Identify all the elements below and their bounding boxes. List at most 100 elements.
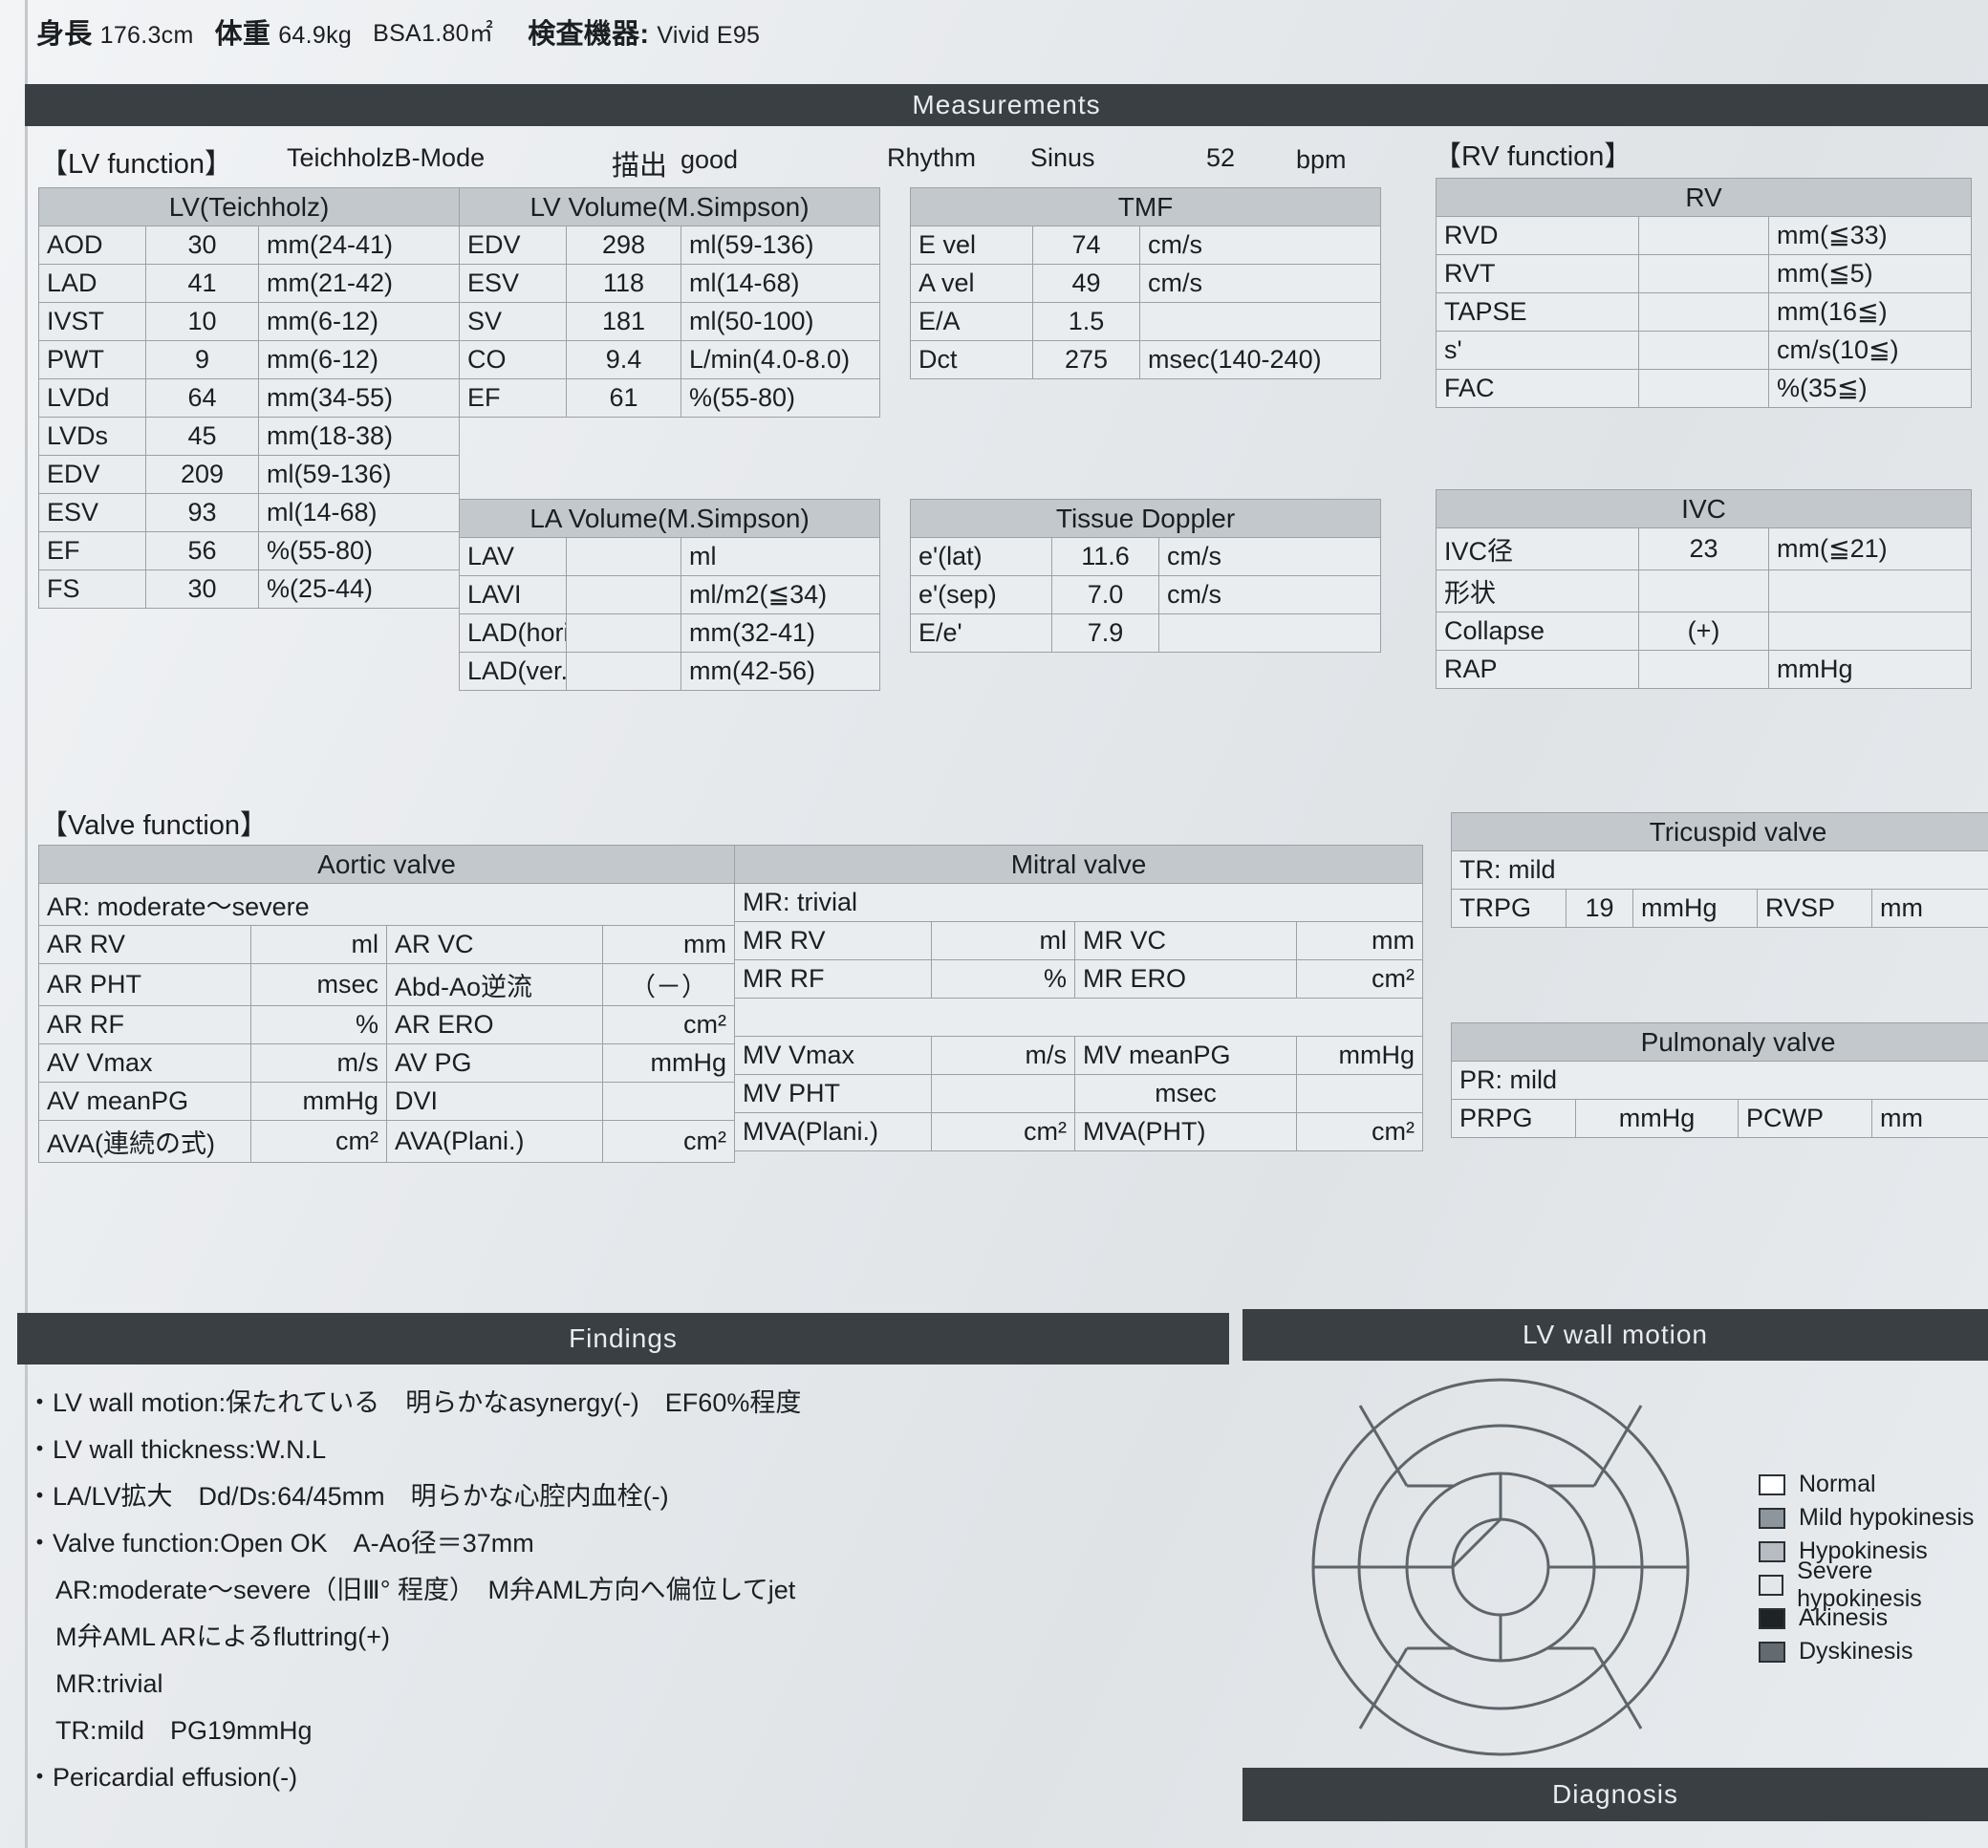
- ivc-header: IVC: [1435, 489, 1973, 528]
- row-label: Collapse: [1436, 612, 1639, 651]
- findings-line: M弁AML ARによるfluttring(+): [55, 1622, 391, 1651]
- row-value: 7.9: [1051, 613, 1159, 653]
- weight-label: 体重: [214, 19, 271, 50]
- row-unit: ml(14-68): [257, 493, 461, 532]
- table-cell: mmHg: [1295, 1036, 1424, 1075]
- legend-label: Mild hypokinesis: [1799, 1504, 1975, 1531]
- table-cell: MVA(PHT): [1074, 1112, 1297, 1151]
- lv-method-label: TeichholzB-Mode: [287, 143, 486, 172]
- row-value: [566, 613, 681, 653]
- aortic-valve-table: Aortic valve AR: moderate～severe AR RV ml A…: [37, 845, 736, 1163]
- ivc-table: IVC IVC径 23 mm(≦21) 形状 Collapse (+) RAP mmHg: [1435, 489, 1973, 689]
- findings-band: Findings: [17, 1313, 1229, 1365]
- row-unit: [1157, 613, 1382, 653]
- table-cell: AV PG: [386, 1043, 603, 1083]
- row-label: IVC径: [1436, 527, 1639, 570]
- la-volume-table: LA Volume(M.Simpson) LAV ml LAVI ml/m2(≦34)…: [458, 499, 881, 691]
- table-cell: mm: [601, 925, 736, 964]
- legend-swatch-icon: [1759, 1641, 1785, 1663]
- pulmonary-valve-header: Pulmonaly valve: [1451, 1022, 1988, 1062]
- lv-volume-table: LV Volume(M.Simpson) EDV 298 ml(59-136) ESV…: [458, 187, 881, 418]
- table-cell: ml: [931, 921, 1075, 960]
- row-label: E/e': [910, 613, 1052, 653]
- row-value: (+): [1638, 612, 1769, 651]
- table-cell: MR: trivial: [733, 883, 1424, 922]
- legend-row: Akinesis: [1759, 1601, 1988, 1635]
- row-unit: mm(≦21): [1767, 527, 1973, 570]
- table-row: EF 56 %(55-80): [38, 531, 461, 570]
- table-cell: AV Vmax: [38, 1043, 251, 1083]
- row-unit: %(25-44): [257, 569, 461, 609]
- row-label: FS: [38, 569, 146, 609]
- row-unit: msec(140-240): [1139, 340, 1381, 379]
- table-cell: mmHg: [250, 1082, 387, 1121]
- table-row: LAD(ver.) mm(42-56): [459, 652, 881, 691]
- table-row: LAD 41 mm(21-42): [38, 264, 461, 303]
- table-row: AV Vmax m/s AV PG mmHg: [38, 1043, 736, 1083]
- row-label: LVDd: [38, 378, 146, 418]
- row-label: ESV: [38, 493, 146, 532]
- ivc-body: IVC径 23 mm(≦21) 形状 Collapse (+) RAP mmHg: [1436, 527, 1973, 689]
- table-cell: MR RV: [734, 921, 932, 960]
- table-row: A vel 49 cm/s: [910, 264, 1381, 303]
- table-cell: MR ERO: [1074, 959, 1297, 999]
- row-value: 30: [145, 569, 259, 609]
- legend-label: Severe hypokinesis: [1797, 1557, 1922, 1612]
- row-unit: ml(50-100): [680, 302, 881, 341]
- tmf-header: TMF: [910, 187, 1381, 226]
- row-unit: mm(≦33): [1767, 216, 1973, 255]
- row-unit: cm/s: [1157, 575, 1382, 614]
- table-row: 形状: [1436, 569, 1973, 612]
- row-value: [1638, 292, 1769, 332]
- legend-swatch-icon: [1759, 1473, 1785, 1495]
- table-cell: Abd-Ao逆流: [386, 963, 603, 1006]
- tissue-doppler-body: e'(lat) 11.6 cm/s e'(sep) 7.0 cm/s E/e' 7.9: [910, 537, 1382, 653]
- table-cell: MVA(Plani.): [734, 1112, 932, 1151]
- table-row: EDV 209 ml(59-136): [38, 455, 461, 494]
- rv-body: RVD mm(≦33) RVT mm(≦5) TAPSE mm(16≦) s' cm/s(10…: [1436, 216, 1973, 408]
- table-row: LAD(hori) mm(32-41): [459, 613, 881, 653]
- table-row: PWT 9 mm(6-12): [38, 340, 461, 379]
- tricuspid-valve-table: Tricuspid valve TR: mild TRPG 19 mmHg RV…: [1450, 812, 1988, 928]
- row-value: 23: [1638, 527, 1769, 570]
- image-quality-value: good: [681, 145, 739, 174]
- table-cell: AV meanPG: [38, 1082, 251, 1121]
- table-cell: msec: [1074, 1074, 1297, 1113]
- table-cell: AR PHT: [38, 963, 251, 1006]
- row-value: [566, 537, 681, 576]
- row-unit: ml(14-68): [680, 264, 881, 303]
- table-row: SV 181 ml(50-100): [459, 302, 881, 341]
- table-row: FAC %(35≦): [1436, 369, 1973, 408]
- rvsp-label: RVSP: [1757, 889, 1872, 928]
- row-label: LVDs: [38, 417, 146, 456]
- table-cell: AVA(連続の式): [38, 1120, 251, 1163]
- row-unit: mm(42-56): [680, 652, 881, 691]
- findings-line: MR:trivial: [55, 1669, 163, 1698]
- table-cell: mmHg: [601, 1043, 736, 1083]
- findings-line: AR:moderate～severe（旧Ⅲ° 程度） M弁AML方向へ偏位してj…: [55, 1576, 796, 1604]
- table-row: E/A 1.5: [910, 302, 1381, 341]
- legend-row: Severe hypokinesis: [1759, 1558, 1988, 1612]
- row-value: 45: [145, 417, 259, 456]
- row-value: 56: [145, 531, 259, 570]
- table-row: MR: trivial: [733, 883, 1424, 922]
- lv-teichholz-body: AOD 30 mm(24-41) LAD 41 mm(21-42) IVST 10 mm(6-1…: [38, 226, 461, 609]
- table-row: MR RF% MR ERO cm²: [734, 959, 1424, 999]
- lv-function-title: 【LV function】: [40, 149, 232, 180]
- row-unit: cm/s(10≦): [1767, 331, 1973, 370]
- row-value: 41: [145, 264, 259, 303]
- table-row: Dct 275 msec(140-240): [910, 340, 1381, 379]
- row-value: 209: [145, 455, 259, 494]
- table-cell: DVI: [386, 1082, 603, 1121]
- table-row: s' cm/s(10≦): [1436, 331, 1973, 370]
- row-unit: L/min(4.0-8.0): [680, 340, 881, 379]
- prpg-unit: mmHg: [1575, 1099, 1739, 1138]
- row-unit: mm(16≦): [1767, 292, 1973, 332]
- table-cell: m/s: [931, 1036, 1075, 1075]
- row-label: e'(sep): [910, 575, 1052, 614]
- table-row: AR RF% AR ERO cm²: [38, 1005, 736, 1044]
- findings-line: ・LV wall thickness:W.N.L: [27, 1435, 327, 1464]
- table-row: MVA(Plani.) cm² MVA(PHT) cm²: [734, 1112, 1424, 1151]
- findings-line: TR:mild PG19mmHg: [55, 1716, 313, 1745]
- findings-text: ・LV wall motion:保たれている 明らかなasynergy(-) E…: [23, 1380, 1218, 1801]
